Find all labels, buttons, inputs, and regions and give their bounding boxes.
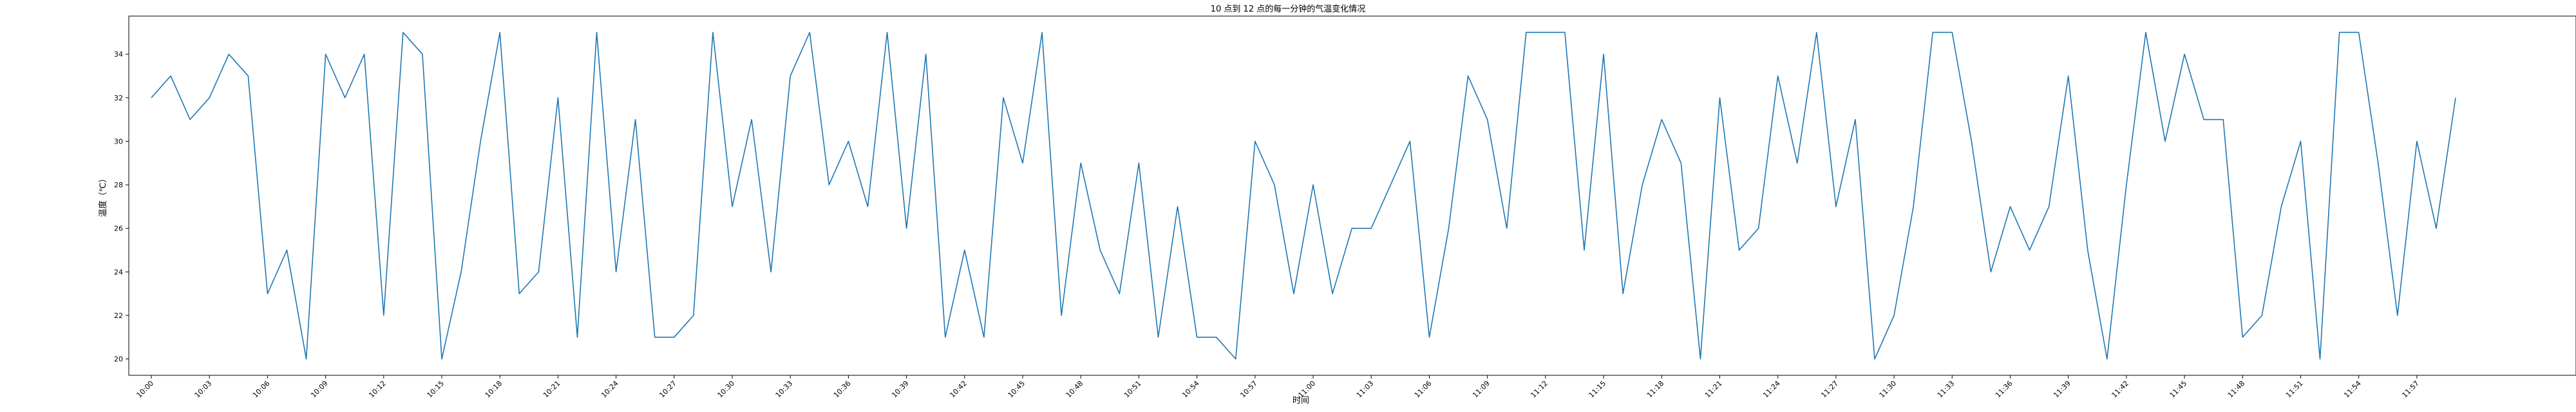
y-tick-label: 26 xyxy=(114,225,123,233)
y-axis: 20 22 24 26 28 30 32 34 xyxy=(114,50,129,364)
plot-area-frame xyxy=(128,15,2576,376)
y-tick-label: 24 xyxy=(114,268,123,276)
y-tick-label: 34 xyxy=(114,50,123,59)
series-layer xyxy=(151,32,2456,360)
y-tick-label: 20 xyxy=(114,355,123,364)
temperature-series-line xyxy=(151,32,2456,360)
y-axis-label: 温度（℃） xyxy=(98,174,108,218)
chart-title: 10 点到 12 点的每一分钟的气温变化情况 xyxy=(1211,4,1365,14)
y-tick-label: 22 xyxy=(114,312,123,320)
y-tick-label: 32 xyxy=(114,94,123,102)
y-tick-label: 30 xyxy=(114,137,123,145)
y-tick-label: 28 xyxy=(114,181,123,189)
x-axis-label: 时间 xyxy=(1293,396,1309,406)
